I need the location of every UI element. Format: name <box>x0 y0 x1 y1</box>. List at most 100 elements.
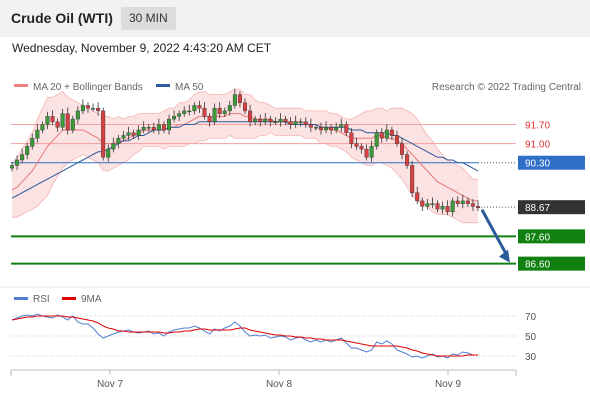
candle-body <box>207 116 212 123</box>
legend-9ma-label: 9MA <box>81 294 102 305</box>
candle-body <box>313 127 318 129</box>
candle-body <box>293 121 298 125</box>
candle-body <box>405 154 410 166</box>
candle-body <box>425 203 430 207</box>
candle-body <box>364 148 369 158</box>
candle-body <box>222 110 227 114</box>
candle-body <box>237 94 242 103</box>
candle-body <box>283 118 288 123</box>
x-tick-label: Nov 8 <box>266 379 293 390</box>
candle-body <box>15 159 20 166</box>
candle-body <box>35 129 40 139</box>
resistance-label: 91.00 <box>525 140 550 151</box>
price-tags: 91.70 91.00 90.30 88.67 87.60 86.60 <box>518 121 585 271</box>
candle-body <box>303 121 308 125</box>
candle-body <box>60 113 65 128</box>
rsi-tick-label: 30 <box>525 352 537 363</box>
candle-body <box>212 107 217 123</box>
candle-body <box>146 127 151 129</box>
candle-body <box>40 124 45 131</box>
candle-body <box>298 121 303 124</box>
rsi-line <box>11 313 478 359</box>
legend-9ma-swatch <box>62 297 76 300</box>
candle-body <box>253 118 258 123</box>
candle-body <box>167 118 172 131</box>
candle-body <box>156 124 161 131</box>
interval-button[interactable]: 30 MIN <box>121 7 176 30</box>
candle-body <box>374 132 379 147</box>
legend-ma50-label: MA 50 <box>175 82 204 93</box>
candle-body <box>197 105 202 109</box>
moving-averages <box>11 113 479 202</box>
candle-body <box>445 206 450 213</box>
candle-body <box>394 135 399 144</box>
candle-body <box>101 110 106 158</box>
x-tick-label: Nov 7 <box>97 379 124 390</box>
candle-body <box>318 127 323 131</box>
candle-body <box>131 132 136 136</box>
bollinger-lower-line <box>12 132 478 224</box>
legend-ma20-label: MA 20 + Bollinger Bands <box>33 82 143 93</box>
candle-body <box>465 200 470 204</box>
rsi-pane: 70 50 30 <box>11 312 537 363</box>
candle-body <box>248 110 253 123</box>
candle-body <box>217 107 222 114</box>
candle-body <box>379 132 384 139</box>
candle-body <box>45 116 50 125</box>
ma20-line <box>11 113 478 202</box>
title-bar: Crude Oil (WTI) 30 MIN <box>0 0 590 37</box>
candle-body <box>324 127 329 131</box>
candle-body <box>329 127 334 131</box>
candle-body <box>400 143 405 155</box>
forecast-arrow-shaft <box>480 209 509 257</box>
candle-body <box>232 94 237 106</box>
resistance-label: 91.70 <box>525 121 550 132</box>
candle-body <box>273 121 278 124</box>
support-tag <box>518 229 585 244</box>
candle-body <box>242 102 247 112</box>
candle-body <box>80 105 85 112</box>
legend-ma50-swatch <box>156 84 170 87</box>
bollinger-upper-line <box>11 88 478 180</box>
forecast-arrow <box>480 209 510 263</box>
candle-body <box>126 132 131 136</box>
candle-body <box>151 127 156 131</box>
candle-body <box>308 124 313 128</box>
candle-body <box>91 107 96 110</box>
bollinger-bands <box>11 88 478 224</box>
candlesticks <box>9 88 481 217</box>
candle-body <box>354 143 359 147</box>
candle-body <box>334 127 339 131</box>
candle-body <box>50 116 55 123</box>
pivot-tag-label: 90.30 <box>525 159 550 170</box>
candle-body <box>384 129 389 139</box>
rsi-ma-line <box>11 315 478 357</box>
candle-body <box>9 165 14 169</box>
ma50-line <box>11 121 479 199</box>
candle-body <box>85 105 90 109</box>
candle-body <box>389 129 394 136</box>
candle-body <box>415 192 420 202</box>
candle-body <box>420 200 425 207</box>
legend-ma20-swatch <box>14 84 28 87</box>
candle-body <box>440 206 445 210</box>
legend-rsi-label: RSI <box>33 294 50 305</box>
candle-body <box>136 129 141 136</box>
support-tag-label: 87.60 <box>525 232 550 243</box>
candle-body <box>70 118 75 131</box>
candle-body <box>182 110 187 114</box>
candle-body <box>268 118 273 123</box>
candle-body <box>30 137 35 147</box>
candle-body <box>75 110 80 120</box>
candle-body <box>192 105 197 112</box>
candle-body <box>177 113 182 117</box>
candle-body <box>476 206 481 208</box>
candle-body <box>349 132 354 144</box>
rsi-tick-label: 50 <box>525 332 537 343</box>
timestamp: Wednesday, November 9, 2022 4:43:20 AM C… <box>12 41 272 55</box>
candle-body <box>121 135 126 139</box>
candle-body <box>344 124 349 133</box>
price-levels <box>11 124 516 265</box>
forecast-arrow-head <box>499 249 510 263</box>
